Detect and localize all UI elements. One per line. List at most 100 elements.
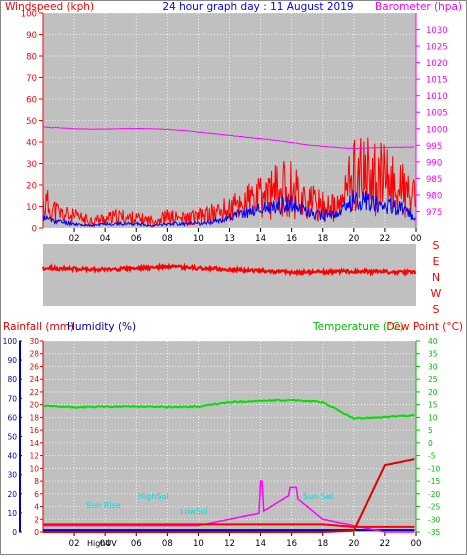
rain-tick-label-13: 26 [29, 362, 39, 371]
humidity-tick-label-2: 20 [7, 490, 17, 499]
wind-x-tick-label-2: 06 [131, 234, 142, 244]
barometer-axis-title: Barometer (hpa) [375, 1, 462, 13]
direction-label-3: W [431, 287, 442, 300]
wind-baro-lines [42, 126, 416, 228]
wind-direction-line [42, 262, 417, 278]
highuv-label: HighUV [87, 539, 117, 548]
wind-x-tick-label-9: 20 [348, 234, 359, 244]
baro-tick-label-4: 995 [426, 142, 442, 152]
lowsolar-label: LowSol [180, 507, 208, 516]
temp-tick-label-5: 15 [428, 401, 438, 410]
direction-label-1: E [433, 255, 440, 268]
rain-tick-label-8: 16 [29, 426, 39, 435]
temp-x-tick-label-6: 14 [255, 539, 266, 549]
temp-x-tick-label-8: 18 [317, 539, 328, 549]
dewpoint-axis-title: Dew Point (°C) [386, 321, 463, 333]
humidity-tick-label-7: 70 [7, 394, 17, 403]
rain-tick-label-12: 24 [29, 375, 39, 384]
solar-series-line [43, 480, 415, 533]
rain-tick-label-3: 6 [34, 490, 39, 499]
baro-tick-label-11: 1030 [426, 26, 448, 36]
baro-tick-label-6: 1005 [426, 109, 448, 119]
temp-tick-label-4: 20 [428, 388, 438, 397]
rain-tick-label-4: 8 [34, 477, 39, 486]
rain-tick-label-2: 4 [34, 503, 39, 512]
wind-baro-ticks: 0102030405060708090100975980985990995100… [21, 10, 448, 245]
wind-tick-label-10: 100 [21, 10, 37, 20]
rain-tick-label-0: 0 [34, 528, 39, 537]
temp-x-tick-label-9: 20 [348, 539, 359, 549]
temp-rain-lines [42, 398, 415, 533]
temp-tick-label-12: -20 [428, 490, 440, 499]
temperature-series-line [42, 398, 415, 420]
temp-tick-label-1: 35 [428, 350, 438, 359]
wind-tick-label-2: 20 [26, 182, 37, 192]
temp-x-tick-label-5: 12 [224, 539, 235, 549]
temp-tick-label-8: 0 [428, 439, 433, 448]
temp-tick-label-10: -10 [428, 464, 440, 473]
wind-x-tick-label-10: 22 [380, 234, 391, 244]
rain-tick-label-5: 10 [29, 464, 39, 473]
temp-x-tick-label-4: 10 [193, 539, 204, 549]
humidity-tick-label-3: 30 [7, 471, 17, 480]
wind-tick-label-0: 0 [32, 225, 37, 235]
baro-tick-label-2: 985 [426, 175, 442, 185]
humidity-tick-label-10: 100 [3, 337, 18, 346]
temp-x-tick-label-0: 02 [69, 539, 80, 549]
rain-tick-label-9: 18 [29, 413, 39, 422]
barometer-series-line [42, 126, 415, 150]
rain-tick-label-1: 2 [34, 515, 39, 524]
wind-x-tick-label-8: 18 [317, 234, 328, 244]
temp-x-tick-label-1: 04 [100, 539, 111, 549]
temp-tick-label-15: -35 [428, 528, 440, 537]
rain-tick-label-14: 28 [29, 350, 39, 359]
wind-x-tick-label-1: 04 [100, 234, 111, 244]
wind-tick-label-7: 70 [26, 74, 37, 84]
rainfall-series-line [43, 458, 415, 533]
wind-tick-label-3: 30 [26, 160, 37, 170]
direction-label-2: N [432, 271, 440, 284]
wind-x-tick-label-6: 14 [255, 234, 266, 244]
humidity-tick-label-0: 0 [12, 528, 17, 537]
baro-tick-label-5: 1000 [426, 125, 448, 135]
humidity-tick-label-1: 10 [7, 509, 17, 518]
rain-tick-label-11: 22 [29, 388, 39, 397]
chart-title: 24 hour graph day : 11 August 2019 [162, 1, 353, 13]
sunrise-label: Sun Rise [86, 501, 121, 510]
baro-tick-label-8: 1015 [426, 76, 448, 86]
temp-x-tick-label-3: 08 [162, 539, 173, 549]
wind-x-tick-label-11: 00 [411, 234, 422, 244]
direction-label-4: S [433, 303, 440, 316]
temp-tick-label-0: 40 [428, 337, 438, 346]
rain-tick-label-15: 30 [29, 337, 39, 346]
wind-x-tick-label-4: 10 [193, 234, 204, 244]
temp-x-tick-label-2: 06 [131, 539, 142, 549]
wind-tick-label-6: 60 [26, 96, 37, 106]
humidity-tick-label-8: 80 [7, 375, 17, 384]
wind-average-series-line [42, 189, 416, 228]
wind-x-tick-label-3: 08 [162, 234, 173, 244]
baro-tick-label-1: 980 [426, 191, 442, 201]
temp-tick-label-11: -15 [428, 477, 440, 486]
temperature-axis-title: Temperature (°C) [312, 321, 404, 333]
sunset-label: Sun Set [303, 492, 334, 501]
humidity-axis-title: Humidity (%) [67, 321, 136, 333]
direction-label-0: S [433, 239, 440, 252]
wind-x-tick-label-5: 13 [224, 234, 235, 244]
temp-tick-label-2: 30 [428, 362, 438, 371]
wind-x-tick-label-7: 16 [286, 234, 297, 244]
wind-direction-series-line [42, 262, 417, 278]
humidity-tick-label-5: 50 [7, 433, 17, 442]
temp-tick-label-3: 25 [428, 375, 438, 384]
wind-tick-label-8: 80 [26, 53, 37, 63]
solar-annotations: Sun Rise HighSol LowSol Sun Set HighUV [86, 492, 334, 548]
humidity-tick-label-6: 60 [7, 413, 17, 422]
wind-tick-label-1: 10 [26, 203, 37, 213]
baro-tick-label-7: 1010 [426, 92, 448, 102]
rain-tick-label-7: 14 [29, 439, 39, 448]
rain-tick-label-6: 12 [29, 452, 39, 461]
humidity-tick-label-4: 40 [7, 452, 17, 461]
temp-tick-label-6: 10 [428, 413, 438, 422]
